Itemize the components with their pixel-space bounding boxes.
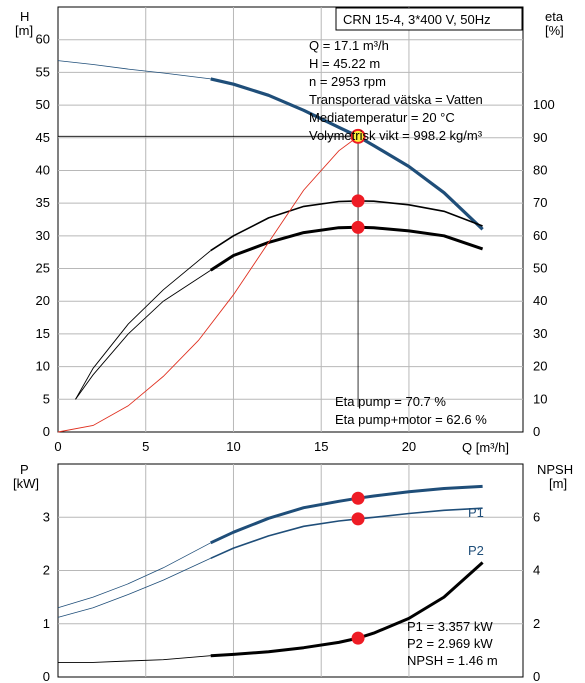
npsh-curve-operating xyxy=(210,561,484,658)
eta-pump-curve-extended xyxy=(75,250,211,400)
eta-tick-label: 10 xyxy=(533,391,547,406)
chart-title: CRN 15-4, 3*400 V, 50Hz xyxy=(343,12,491,27)
top-plot-frame xyxy=(57,6,524,433)
bottom-grid xyxy=(58,464,523,677)
eta-pump-label: Eta pump = 70.7 % xyxy=(335,394,446,409)
head-efficiency-chart: 0 5 10 15 20 0 5 10 15 20 25 30 35 40 45 50 55 60 0 10 20 30 4… xyxy=(15,6,564,455)
npsh-tick-label: 6 xyxy=(533,509,540,524)
p2-curve-label: P2 xyxy=(468,543,484,558)
eta-pump-motor-curve-extended xyxy=(75,269,211,400)
eta-pump-motor-label: Eta pump+motor = 62.6 % xyxy=(335,412,487,427)
h-tick-label: 50 xyxy=(36,97,50,112)
head-curve-extended xyxy=(57,60,211,80)
h-tick-label: 0 xyxy=(43,424,50,439)
h-axis-label-line1: H xyxy=(20,9,29,24)
h-axis-label-line2: [m] xyxy=(15,23,33,38)
eta-tick-label: 20 xyxy=(533,359,547,374)
p-tick-label: 2 xyxy=(43,563,50,578)
npsh-tick-label: 2 xyxy=(533,616,540,631)
p2-curve-operating xyxy=(210,507,483,560)
npsh-tick-label: 0 xyxy=(533,669,540,683)
p-axis-label-line2: [kW] xyxy=(13,476,39,491)
npsh-tick-label: 4 xyxy=(533,563,540,578)
bottom-tick-labels: 0 1 2 3 0 2 4 6 xyxy=(43,509,540,683)
eta-tick-label: 50 xyxy=(533,261,547,276)
top-grid xyxy=(58,7,523,432)
x-tick-label: 15 xyxy=(314,439,328,454)
head-curve-operating xyxy=(210,77,484,231)
top-duty-markers xyxy=(58,128,366,407)
eta-axis-label-line2: [%] xyxy=(545,23,564,38)
p-tick-label: 1 xyxy=(43,616,50,631)
top-series xyxy=(57,60,484,433)
npsh-duty-point xyxy=(351,631,365,645)
p1-curve-operating xyxy=(210,484,483,545)
h-tick-label: 60 xyxy=(36,32,50,47)
h-tick-label: 10 xyxy=(36,359,50,374)
p-tick-label: 3 xyxy=(43,509,50,524)
eta-tick-label: 60 xyxy=(533,228,547,243)
x-tick-label: 5 xyxy=(142,439,149,454)
eta-pump-duty-point xyxy=(351,194,365,208)
p2-curve-extended xyxy=(57,557,211,618)
p-axis-label-line1: P xyxy=(20,462,29,477)
npsh-curve-extended xyxy=(58,655,211,663)
power-npsh-chart: 0 1 2 3 0 2 4 6 P[kW] NPSH[m] P1 P2 P1 = 3.357 kW P2… xyxy=(13,462,573,683)
h-tick-label: 35 xyxy=(36,195,50,210)
x-tick-label: 10 xyxy=(226,439,240,454)
top-tick-labels: 0 5 10 15 20 0 5 10 15 20 25 30 35 40 45 50 55 60 0 10 20 30 4… xyxy=(36,32,555,454)
h-tick-label: 25 xyxy=(36,261,50,276)
head-duty-point xyxy=(350,128,366,144)
bottom-duty-markers xyxy=(351,491,365,645)
title-box xyxy=(335,7,523,31)
eta-pump-motor-curve-operating xyxy=(209,225,484,272)
p1-duty-point xyxy=(351,491,365,505)
eta-axis-label-line1: eta xyxy=(545,9,564,24)
bottom-series xyxy=(57,484,484,663)
info-liquid: Transporterad vätska = Vatten xyxy=(309,92,483,107)
eta-tick-label: 30 xyxy=(533,326,547,341)
eta-pump-motor-duty-point xyxy=(351,220,365,234)
npsh-axis-label-line1: NPSH xyxy=(537,462,573,477)
p1-curve-extended xyxy=(57,542,211,609)
x-tick-label: 20 xyxy=(402,439,416,454)
p1-value-label: P1 = 3.357 kW xyxy=(407,619,493,634)
p1-curve-label: P1 xyxy=(468,505,484,520)
info-q: Q = 17.1 m³/h xyxy=(309,38,389,53)
info-density: Volymetrisk vikt = 998.2 kg/m³ xyxy=(309,128,483,143)
eta-tick-label: 80 xyxy=(533,162,547,177)
eta-tick-label: 90 xyxy=(533,130,547,145)
eta-tick-label: 70 xyxy=(533,195,547,210)
x-tick-label: 0 xyxy=(54,439,61,454)
p-tick-label: 0 xyxy=(43,669,50,683)
npsh-value-label: NPSH = 1.46 m xyxy=(407,653,498,668)
info-temperature: Mediatemperatur = 20 °C xyxy=(309,110,455,125)
h-tick-label: 55 xyxy=(36,64,50,79)
eta-tick-label: 100 xyxy=(533,97,555,112)
system-curve xyxy=(57,136,359,433)
eta-tick-label: 0 xyxy=(533,424,540,439)
h-tick-label: 30 xyxy=(36,228,50,243)
h-tick-label: 20 xyxy=(36,293,50,308)
eta-pump-curve-operating xyxy=(210,200,483,252)
h-tick-label: 5 xyxy=(43,391,50,406)
info-h: H = 45.22 m xyxy=(309,56,380,71)
npsh-axis-label-line2: [m] xyxy=(549,476,567,491)
h-tick-label: 15 xyxy=(36,326,50,341)
p2-duty-point xyxy=(351,512,365,526)
h-tick-label: 40 xyxy=(36,162,50,177)
eta-tick-label: 40 xyxy=(533,293,547,308)
info-n: n = 2953 rpm xyxy=(309,74,386,89)
p2-value-label: P2 = 2.969 kW xyxy=(407,636,493,651)
q-axis-label: Q [m³/h] xyxy=(462,440,509,455)
h-tick-label: 45 xyxy=(36,130,50,145)
